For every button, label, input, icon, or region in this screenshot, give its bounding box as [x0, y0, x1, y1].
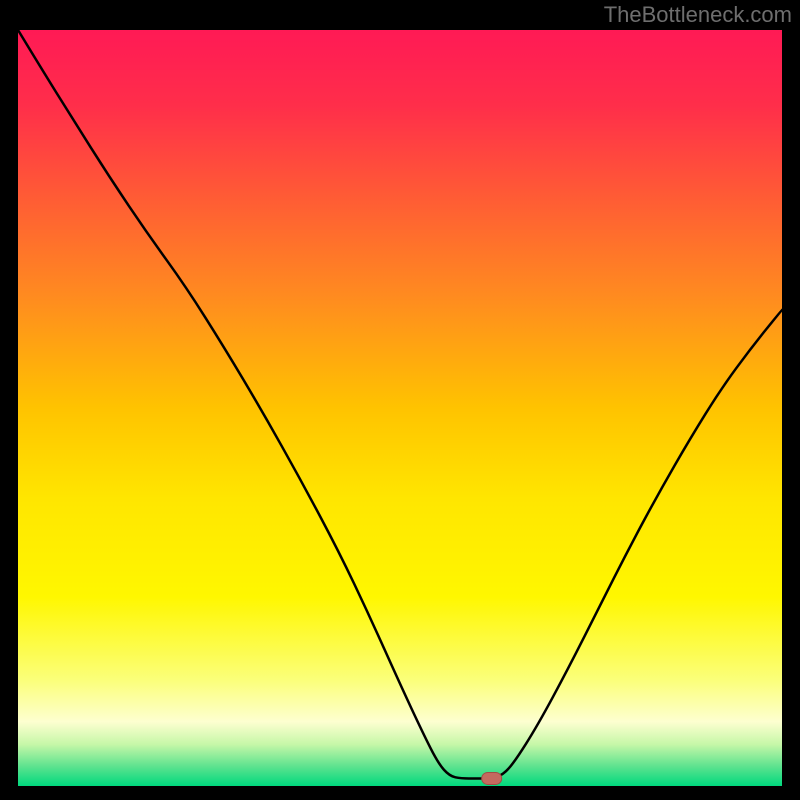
watermark-text: TheBottleneck.com: [604, 2, 792, 28]
chart-root: TheBottleneck.com: [0, 0, 800, 800]
plot-background: [18, 30, 782, 786]
plot-svg: [18, 30, 782, 786]
plot-area: [18, 30, 782, 786]
optimal-point-marker: [482, 772, 502, 784]
